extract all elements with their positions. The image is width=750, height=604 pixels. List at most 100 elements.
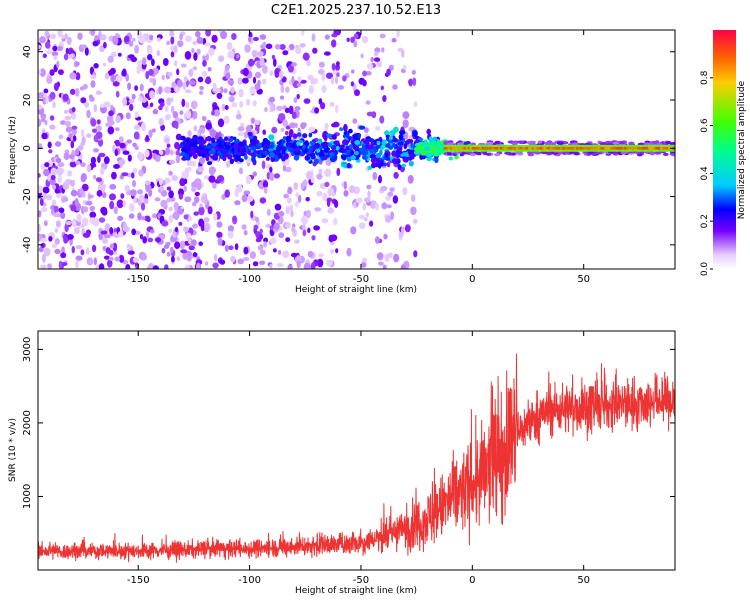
- heatmap-cell: [83, 206, 89, 213]
- x-tick-label: -100: [238, 274, 261, 285]
- heatmap-cell: [360, 53, 364, 59]
- heatmap-cell: [50, 167, 57, 177]
- heatmap-cell: [237, 126, 245, 132]
- heatmap-cell: [187, 130, 192, 137]
- heatmap-cell: [66, 234, 74, 240]
- heatmap-cell: [255, 216, 259, 222]
- heatmap-cell: [318, 61, 325, 68]
- heatmap-cell: [68, 133, 73, 139]
- heatmap-cell: [470, 153, 476, 157]
- heatmap-cell: [172, 212, 180, 220]
- heatmap-cell: [38, 92, 44, 99]
- heatmap-cell: [331, 123, 338, 128]
- heatmap-cell: [362, 202, 367, 211]
- heatmap-cell: [218, 143, 223, 149]
- heatmap-cell: [613, 141, 619, 145]
- heatmap-cell: [92, 217, 100, 227]
- heatmap-cell: [224, 189, 230, 198]
- heatmap-cell: [144, 149, 150, 158]
- heatmap-cell: [38, 223, 41, 233]
- heatmap-cell: [273, 58, 277, 67]
- heatmap-cell: [55, 193, 62, 198]
- heatmap-cell: [221, 149, 227, 155]
- top-x-axis-label: Height of straight line (km): [295, 285, 417, 295]
- heatmap-cell: [331, 39, 337, 48]
- heatmap-cell: [402, 187, 408, 196]
- heatmap-cell: [264, 106, 268, 113]
- heatmap-cell: [380, 85, 384, 91]
- heatmap-cell: [192, 252, 198, 258]
- heatmap-cell: [43, 247, 51, 257]
- heatmap-cell: [65, 178, 71, 185]
- heatmap-cell: [282, 164, 287, 172]
- heatmap-cell: [290, 210, 294, 218]
- heatmap-cell: [426, 156, 432, 162]
- heatmap-cell: [271, 54, 276, 60]
- heatmap-cell: [250, 117, 256, 124]
- heatmap-cell: [167, 72, 173, 76]
- heatmap-cell: [195, 262, 201, 269]
- heatmap-cell: [202, 55, 207, 61]
- heatmap-cell: [42, 186, 50, 194]
- y-tick-label: -40: [22, 237, 33, 253]
- heatmap-cell: [369, 153, 377, 159]
- heatmap-cell: [207, 206, 213, 215]
- y-tick-label: 2000: [22, 410, 33, 435]
- heatmap-cell: [53, 205, 59, 213]
- heatmap-cell: [325, 72, 334, 79]
- heatmap-cell: [199, 90, 204, 96]
- heatmap-cell: [386, 68, 391, 76]
- heatmap-cell: [176, 68, 180, 76]
- heatmap-cell: [375, 202, 379, 211]
- x-tick-label: 0: [469, 274, 475, 285]
- heatmap-cell: [301, 215, 309, 225]
- heatmap-cell: [305, 197, 310, 202]
- heatmap-cell: [71, 246, 76, 254]
- heatmap-cell: [198, 241, 203, 246]
- heatmap-cell: [205, 136, 211, 142]
- heatmap-cell: [174, 85, 181, 93]
- heatmap-cell: [385, 195, 391, 201]
- heatmap-cell: [249, 86, 256, 95]
- heatmap-cell: [71, 220, 77, 227]
- heatmap-cell: [81, 183, 89, 192]
- heatmap-cell: [93, 63, 99, 69]
- heatmap-cell: [40, 237, 47, 243]
- heatmap-cell: [49, 124, 56, 130]
- heatmap-cell: [274, 203, 282, 211]
- heatmap-cell: [274, 44, 281, 50]
- heatmap-cell: [86, 133, 92, 139]
- heatmap-cell: [145, 134, 149, 141]
- heatmap-cell: [345, 149, 351, 156]
- heatmap-cell: [504, 151, 512, 155]
- heatmap-cell: [296, 82, 302, 87]
- heatmap-cell: [212, 82, 217, 92]
- heatmap-cell: [205, 53, 209, 61]
- heatmap-cell: [342, 75, 347, 82]
- heatmap-cell: [247, 131, 253, 137]
- heatmap-cell: [296, 93, 300, 100]
- heatmap-cell: [364, 217, 368, 222]
- heatmap-cell: [230, 86, 235, 94]
- heatmap-cell: [333, 30, 340, 35]
- heatmap-cell: [170, 51, 175, 58]
- heatmap-cell: [285, 205, 290, 215]
- heatmap-cell: [276, 263, 284, 268]
- heatmap-cell: [40, 264, 47, 269]
- heatmap-cell: [474, 151, 482, 155]
- heatmap-cell: [145, 93, 150, 99]
- heatmap-cell: [86, 109, 91, 119]
- heatmap-cell: [85, 200, 93, 206]
- heatmap-cell: [214, 87, 222, 93]
- heatmap-cell: [100, 206, 108, 215]
- heatmap-cell: [252, 76, 257, 84]
- heatmap-cell: [402, 111, 410, 119]
- heatmap-cell: [213, 254, 218, 262]
- heatmap-cell: [184, 35, 192, 43]
- heatmap-cell: [110, 51, 117, 58]
- heatmap-cell: [90, 74, 97, 79]
- heatmap-cell: [98, 217, 106, 223]
- heatmap-cell: [194, 196, 200, 204]
- heatmap-cell: [96, 119, 101, 125]
